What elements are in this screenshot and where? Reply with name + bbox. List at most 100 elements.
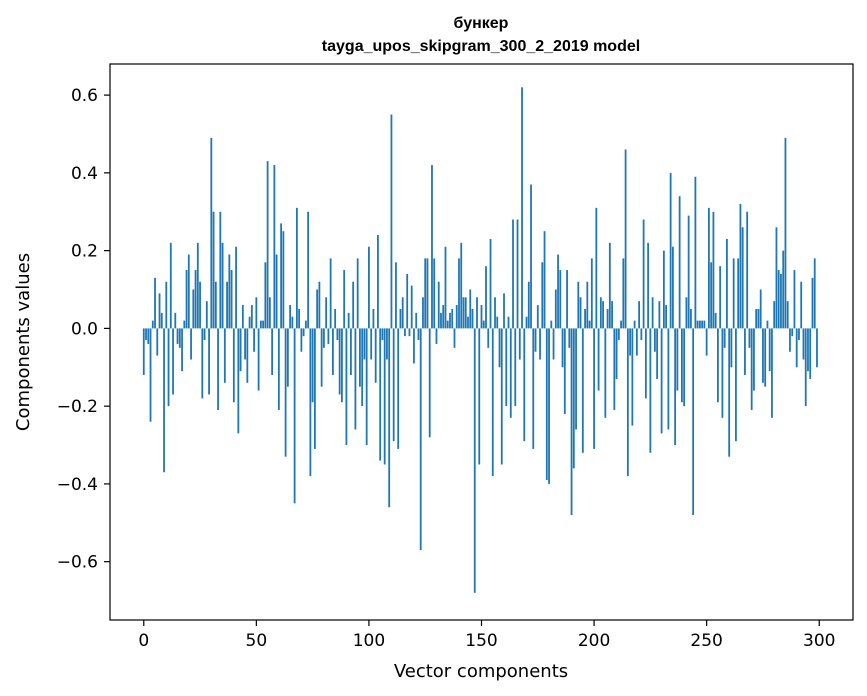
bar	[478, 328, 481, 465]
bar	[656, 328, 659, 379]
bar	[631, 328, 634, 426]
bar	[563, 328, 566, 414]
bar	[440, 312, 442, 329]
bar	[683, 328, 686, 407]
bar	[365, 328, 368, 446]
bar	[246, 328, 249, 383]
bar	[728, 328, 731, 457]
x-axis-label: Vector components	[394, 661, 568, 682]
x-axis-ticks: 0 50 100 150 200 250 300	[138, 620, 835, 651]
bar	[802, 328, 805, 360]
bar	[395, 262, 397, 329]
bar	[604, 328, 607, 418]
bar	[232, 328, 235, 403]
bar	[739, 203, 742, 329]
bar	[667, 328, 670, 430]
bar	[372, 308, 375, 329]
bar	[284, 328, 287, 457]
bar	[649, 328, 652, 453]
bar	[708, 207, 710, 329]
bar	[696, 320, 699, 329]
bar	[300, 328, 303, 352]
bar	[766, 320, 769, 329]
y-tick-label: −0.6	[57, 553, 98, 573]
bar	[397, 328, 400, 449]
bar	[293, 328, 296, 504]
bar	[250, 305, 253, 329]
bar	[451, 308, 454, 329]
bar	[579, 297, 582, 329]
bar	[768, 328, 771, 372]
bar	[383, 328, 386, 465]
bar	[464, 297, 467, 329]
bar	[539, 328, 541, 360]
bar	[735, 328, 737, 442]
bar	[259, 320, 262, 329]
y-tick-label: 0.4	[71, 164, 98, 184]
bar	[809, 328, 812, 379]
bar	[617, 328, 620, 341]
bar	[413, 328, 415, 364]
bar	[509, 328, 512, 418]
bar	[545, 328, 548, 481]
bar	[370, 328, 373, 360]
bar	[644, 328, 647, 399]
bar	[746, 211, 749, 329]
bar	[714, 312, 717, 329]
bar	[744, 328, 746, 376]
bar	[719, 266, 722, 329]
bar	[311, 328, 314, 403]
bar	[241, 305, 244, 329]
bar	[428, 328, 431, 438]
bar	[210, 137, 213, 329]
bar	[748, 328, 751, 348]
bar	[449, 312, 451, 329]
y-axis-ticks: −0.6 −0.4 −0.2 0.0 0.2 0.4 0.6	[57, 86, 110, 573]
bar	[586, 281, 589, 329]
bar	[165, 281, 168, 329]
bar	[561, 328, 564, 368]
x-tick-label: 200	[578, 631, 610, 651]
bar	[208, 328, 210, 395]
bar	[782, 250, 785, 329]
bar	[721, 328, 724, 418]
bar	[773, 301, 776, 329]
bar	[741, 227, 744, 329]
bar	[253, 328, 255, 352]
bar	[534, 328, 537, 352]
bar	[226, 281, 228, 329]
bar	[313, 328, 316, 449]
bar	[669, 172, 672, 329]
bar	[422, 297, 424, 329]
bar	[807, 328, 809, 372]
bar	[172, 328, 174, 395]
bar	[543, 231, 546, 329]
bar	[473, 328, 476, 593]
bar	[415, 312, 418, 329]
bar	[514, 328, 517, 407]
bar	[685, 297, 688, 329]
bar	[356, 258, 359, 329]
plot-frame	[109, 63, 854, 621]
x-tick-label: 150	[465, 631, 497, 651]
bar	[223, 328, 226, 383]
bar	[446, 320, 449, 329]
bar	[460, 242, 463, 329]
bar	[676, 328, 679, 391]
bar	[199, 281, 201, 329]
bar	[692, 328, 695, 516]
bar	[665, 305, 668, 329]
bar	[408, 328, 411, 337]
bar	[762, 328, 764, 383]
bar	[266, 161, 269, 329]
bar	[190, 328, 192, 360]
bar	[642, 219, 645, 329]
bar	[158, 293, 161, 329]
bar	[485, 266, 487, 329]
bar	[338, 328, 341, 395]
bar	[622, 258, 625, 329]
bar	[433, 258, 436, 329]
bar	[169, 242, 172, 329]
x-tick-label: 300	[803, 631, 835, 651]
bar	[726, 238, 728, 329]
